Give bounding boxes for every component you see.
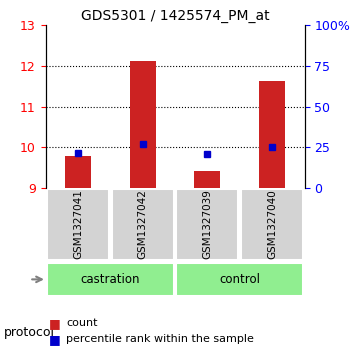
Title: GDS5301 / 1425574_PM_at: GDS5301 / 1425574_PM_at xyxy=(81,9,269,23)
Bar xyxy=(130,61,156,188)
FancyBboxPatch shape xyxy=(47,189,109,260)
FancyBboxPatch shape xyxy=(176,189,238,260)
FancyBboxPatch shape xyxy=(112,189,174,260)
Text: protocol: protocol xyxy=(4,326,55,339)
Text: count: count xyxy=(66,318,98,328)
Text: ■: ■ xyxy=(49,333,61,346)
Bar xyxy=(195,171,220,188)
Text: GSM1327039: GSM1327039 xyxy=(202,189,212,260)
Bar xyxy=(65,156,91,188)
Text: control: control xyxy=(219,273,260,286)
Text: ■: ■ xyxy=(49,317,61,330)
Text: percentile rank within the sample: percentile rank within the sample xyxy=(66,334,254,344)
FancyBboxPatch shape xyxy=(176,263,303,296)
FancyBboxPatch shape xyxy=(47,263,174,296)
FancyBboxPatch shape xyxy=(241,189,303,260)
Text: GSM1327040: GSM1327040 xyxy=(267,189,277,260)
Text: castration: castration xyxy=(80,273,140,286)
Text: GSM1327042: GSM1327042 xyxy=(138,189,148,260)
Text: GSM1327041: GSM1327041 xyxy=(73,189,83,260)
Bar xyxy=(259,81,285,188)
